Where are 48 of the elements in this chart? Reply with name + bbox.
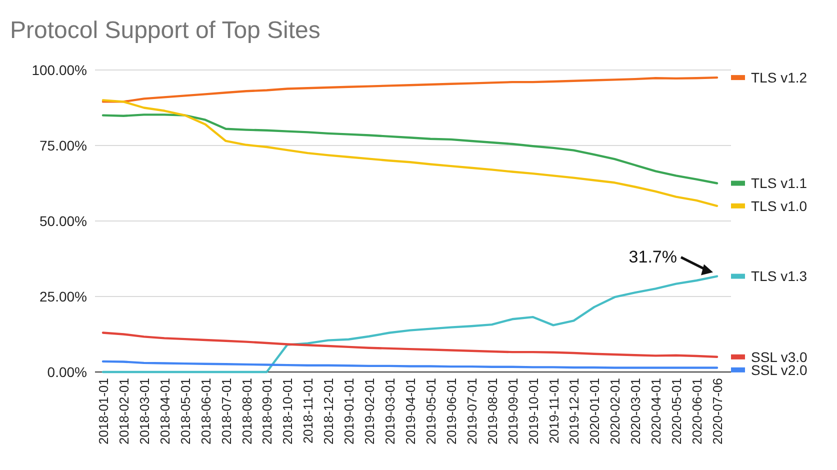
y-tick-label: 0.00% [47, 364, 87, 380]
y-tick-label: 25.00% [40, 288, 87, 304]
annotation: 31.7% [628, 247, 677, 266]
y-tick-label: 75.00% [40, 137, 87, 154]
x-tick-label: 2019-01-01 [342, 378, 357, 444]
y-tick-label: 50.00% [40, 212, 87, 229]
x-tick-label: 2020-03-01 [628, 378, 644, 444]
x-tick-label: 2018-02-01 [116, 378, 132, 444]
x-tick-label: 2018-10-01 [280, 378, 296, 444]
x-tick-label: 2018-08-01 [239, 378, 254, 444]
legend-label: TLS v1.0 [751, 198, 808, 214]
x-tick-label: 2018-12-01 [321, 378, 336, 444]
line-series [102, 99, 718, 207]
x-tick-label: 2018-01-01 [96, 378, 111, 444]
x-tick-label: 2018-04-01 [157, 378, 172, 444]
x-tick-label: 2019-09-01 [505, 378, 520, 444]
legend-label: TLS v1.2 [751, 69, 808, 86]
x-tick-label: 2019-05-01 [423, 378, 438, 444]
x-tick-label: 2018-09-01 [260, 378, 275, 444]
line-series [102, 76, 718, 103]
chart-title: Protocol Support of Top Sites [10, 17, 320, 44]
line-series [102, 360, 718, 369]
legend-label: TLS v1.3 [751, 268, 808, 284]
line-series [102, 275, 718, 374]
legend-label: TLS v1.1 [751, 175, 808, 192]
line-series [102, 114, 718, 184]
x-tick-label: 2018-11-01 [300, 378, 316, 444]
x-tick-label: 2018-03-01 [136, 378, 152, 444]
x-tick-label: 2019-04-01 [403, 378, 418, 444]
y-tick-label: 100.00% [32, 62, 87, 78]
x-tick-label: 2019-08-01 [484, 378, 500, 444]
x-tick-label: 2018-06-01 [198, 378, 214, 444]
x-tick-label: 2019-02-01 [362, 378, 378, 444]
x-tick-label: 2020-05-01 [669, 378, 684, 444]
x-tick-label: 2018-05-01 [178, 378, 193, 444]
x-tick-label: 2020-01-01 [587, 378, 602, 444]
x-tick-label: 2019-11-01 [546, 378, 562, 444]
x-tick-label: 2019-07-01 [464, 378, 480, 444]
x-tick-label: 2020-07-06 [710, 378, 725, 444]
x-tick-label: 2019-03-01 [382, 378, 398, 444]
x-tick-label: 2020-04-01 [648, 378, 664, 444]
line-series [102, 332, 718, 358]
x-tick-label: 2019-06-01 [444, 378, 459, 444]
x-tick-label: 2020-02-01 [608, 378, 623, 444]
x-tick-label: 2020-06-01 [690, 378, 705, 444]
x-tick-label: 2019-12-01 [566, 378, 582, 444]
x-tick-label: 2019-10-01 [526, 378, 541, 444]
x-tick-label: 2018-07-01 [218, 378, 234, 444]
